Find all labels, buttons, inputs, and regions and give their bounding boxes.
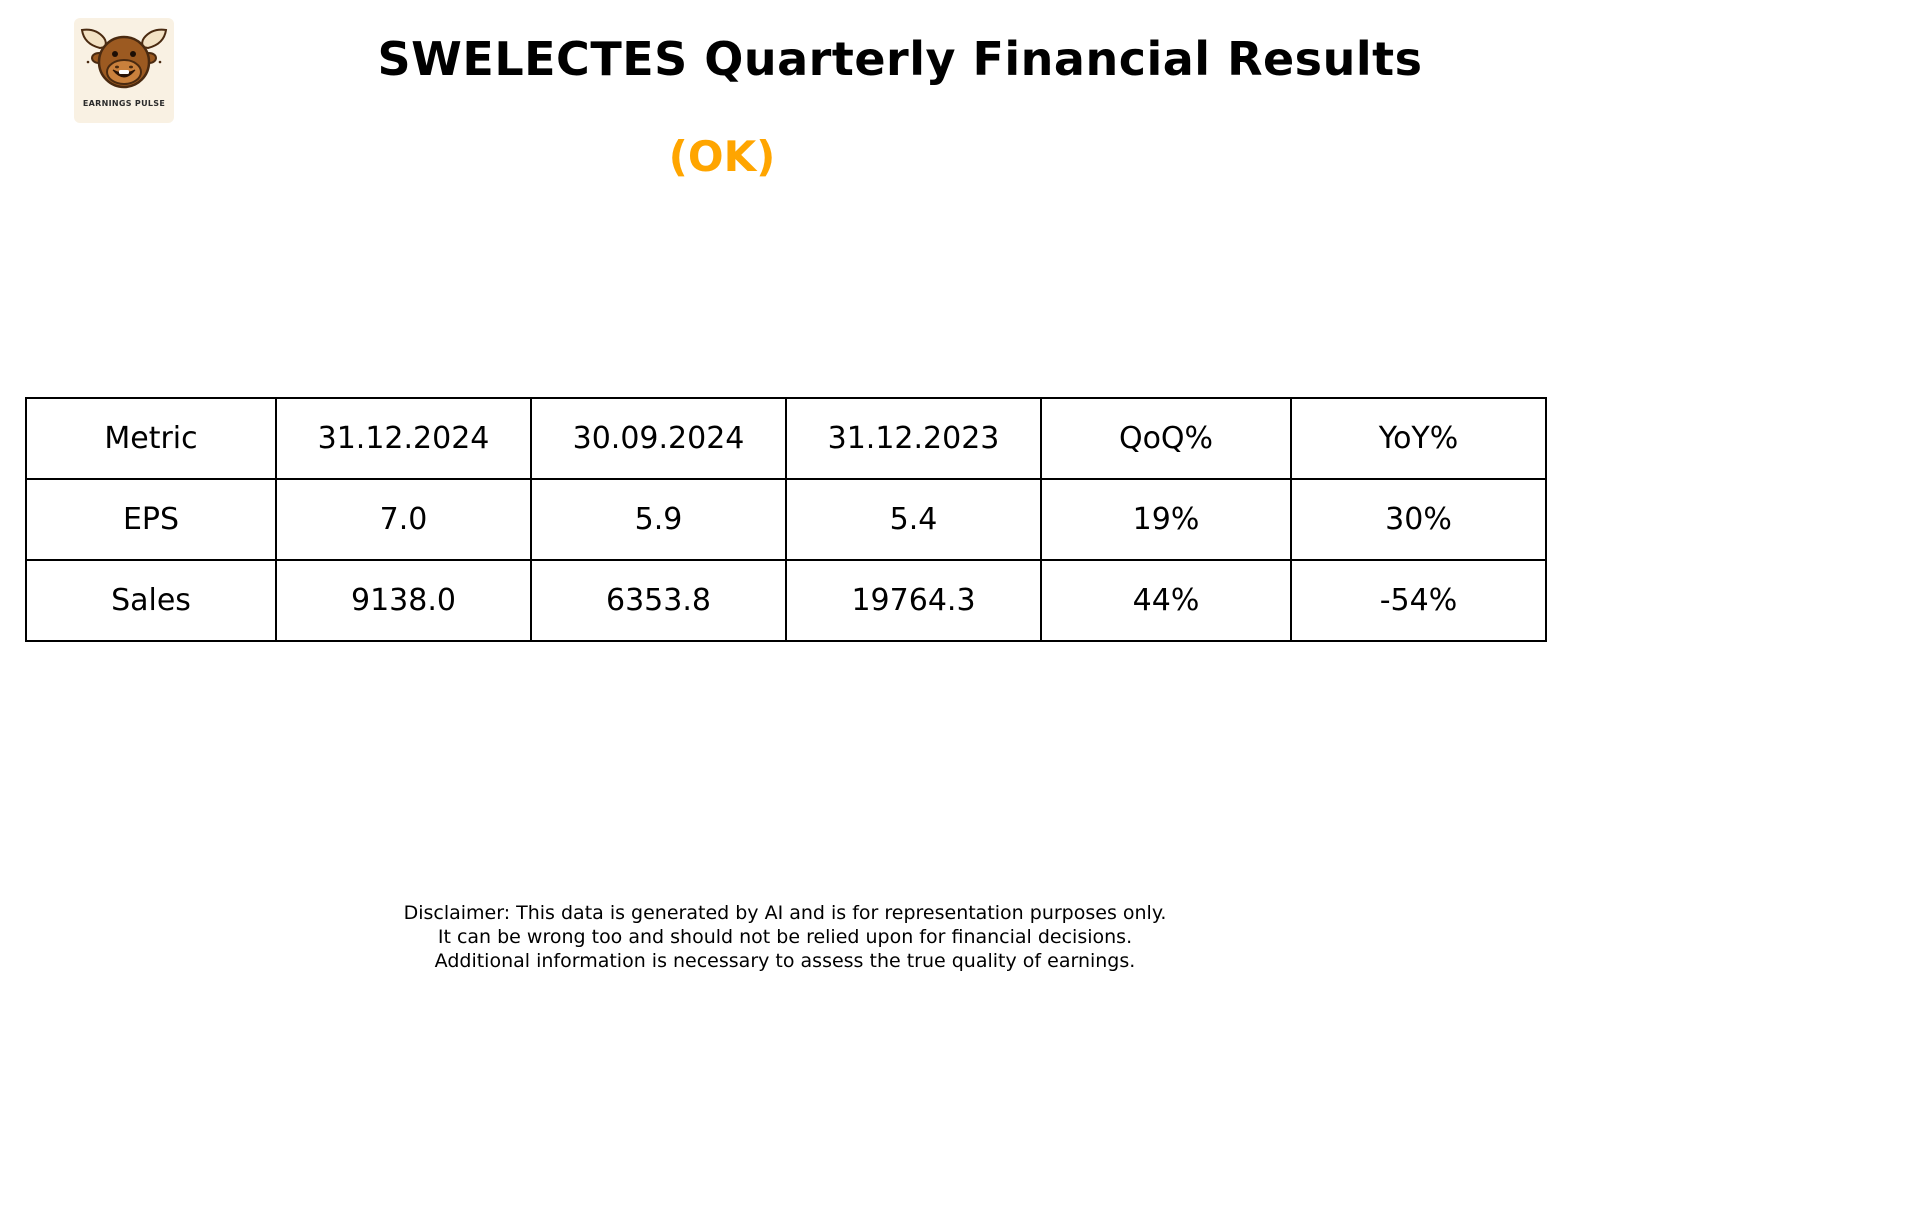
- column-header-metric: Metric: [25, 397, 277, 480]
- value-cell: 5.4: [785, 478, 1042, 561]
- column-header-period-1: 31.12.2024: [275, 397, 532, 480]
- qoq-cell: 19%: [1040, 478, 1292, 561]
- logo-brand-text: EARNINGS PULSE: [82, 99, 166, 108]
- qoq-cell: 44%: [1040, 559, 1292, 642]
- value-cell: 9138.0: [275, 559, 532, 642]
- disclaimer-line: It can be wrong too and should not be re…: [437, 926, 1133, 948]
- table-row-eps: EPS 7.0 5.9 5.4 19% 30%: [25, 478, 1547, 561]
- column-header-period-2: 30.09.2024: [530, 397, 787, 480]
- yoy-cell: -54%: [1290, 559, 1547, 642]
- column-header-yoy: YoY%: [1290, 397, 1547, 480]
- value-cell: 5.9: [530, 478, 787, 561]
- disclaimer-line: Additional information is necessary to a…: [434, 950, 1136, 972]
- value-cell: 7.0: [275, 478, 532, 561]
- earnings-pulse-logo: EARNINGS PULSE: [74, 18, 174, 123]
- value-cell: 6353.8: [530, 559, 787, 642]
- disclaimer-line: Disclaimer: This data is generated by AI…: [403, 902, 1167, 924]
- column-header-qoq: QoQ%: [1040, 397, 1292, 480]
- table-row-sales: Sales 9138.0 6353.8 19764.3 44% -54%: [25, 559, 1547, 642]
- metric-cell: EPS: [25, 478, 277, 561]
- metric-cell: Sales: [25, 559, 277, 642]
- column-header-period-3: 31.12.2023: [785, 397, 1042, 480]
- bull-icon: [80, 28, 168, 89]
- verdict-label: (OK): [668, 132, 776, 181]
- page-title: SWELECTES Quarterly Financial Results: [377, 32, 1423, 86]
- value-cell: 19764.3: [785, 559, 1042, 642]
- financial-results-table: Metric 31.12.2024 30.09.2024 31.12.2023 …: [25, 397, 1547, 642]
- table-header-row: Metric 31.12.2024 30.09.2024 31.12.2023 …: [25, 397, 1547, 480]
- disclaimer: Disclaimer: This data is generated by AI…: [0, 901, 1570, 973]
- yoy-cell: 30%: [1290, 478, 1547, 561]
